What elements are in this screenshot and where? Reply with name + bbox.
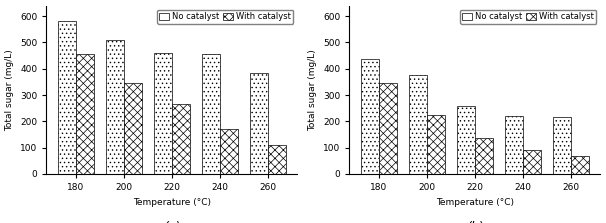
Bar: [58, 21, 76, 174]
Bar: [553, 117, 571, 174]
Bar: [427, 115, 445, 174]
Text: (b): (b): [466, 221, 484, 223]
Bar: [106, 40, 124, 174]
Bar: [172, 104, 190, 174]
Y-axis label: Total sugar (mg/L): Total sugar (mg/L): [5, 49, 15, 131]
Bar: [571, 156, 589, 174]
Bar: [505, 116, 523, 174]
Bar: [361, 60, 379, 174]
Bar: [76, 54, 95, 174]
Text: (a): (a): [163, 221, 181, 223]
Bar: [202, 54, 220, 174]
Bar: [154, 53, 172, 174]
Bar: [475, 138, 493, 174]
Bar: [379, 83, 398, 174]
Bar: [523, 150, 541, 174]
Legend: No catalyst, With catalyst: No catalyst, With catalyst: [460, 10, 596, 24]
Bar: [124, 83, 142, 174]
Bar: [268, 145, 286, 174]
Legend: No catalyst, With catalyst: No catalyst, With catalyst: [157, 10, 293, 24]
X-axis label: Temperature (°C): Temperature (°C): [133, 198, 211, 206]
Bar: [250, 73, 268, 174]
Bar: [220, 129, 238, 174]
Bar: [409, 75, 427, 174]
Y-axis label: Total sugar (mg/L): Total sugar (mg/L): [308, 49, 318, 131]
X-axis label: Temperature (°C): Temperature (°C): [436, 198, 514, 206]
Bar: [457, 106, 475, 174]
